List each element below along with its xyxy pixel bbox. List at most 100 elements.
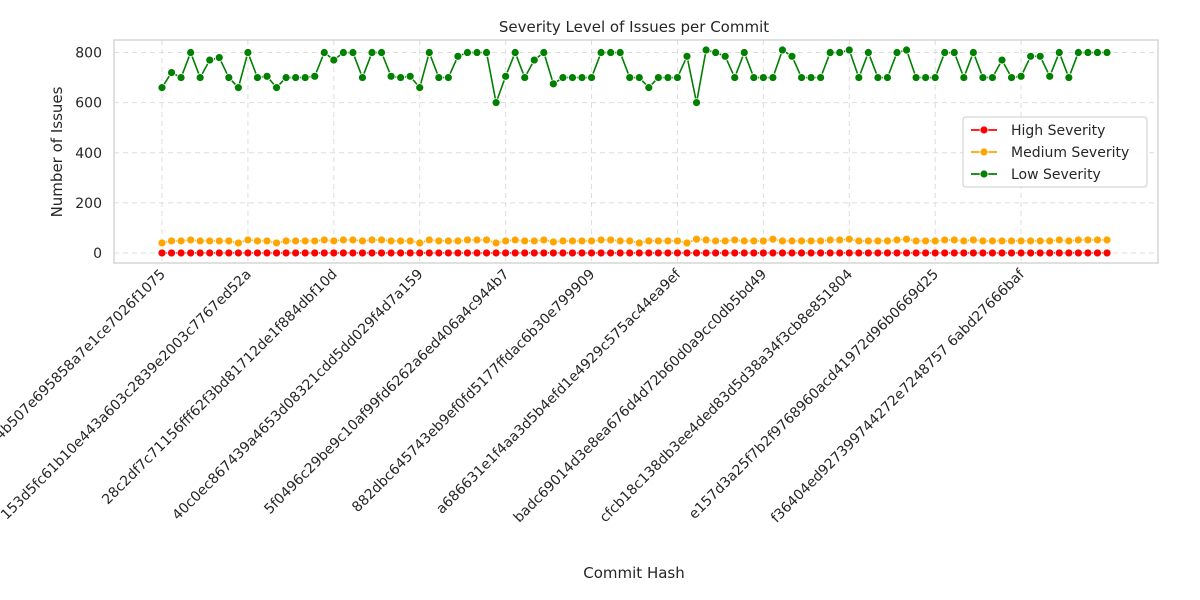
data-point <box>1045 71 1055 81</box>
data-point <box>873 236 883 246</box>
data-point <box>482 235 491 245</box>
legend-item: Medium Severity <box>971 145 1129 161</box>
data-point <box>730 248 740 258</box>
data-point <box>510 48 520 57</box>
x-axis-ticks: 04652dc2ac6024b507e695858a7e1ce7026f1075… <box>0 266 1029 527</box>
data-point <box>377 248 386 258</box>
data-point <box>644 83 654 93</box>
data-point <box>625 73 635 82</box>
data-point <box>596 248 606 258</box>
data-point <box>329 236 339 246</box>
data-point <box>482 248 491 258</box>
data-point <box>797 236 806 246</box>
data-point <box>501 236 511 246</box>
data-point <box>186 48 196 57</box>
data-point <box>663 73 673 82</box>
data-point <box>606 248 616 258</box>
data-point <box>1026 236 1036 246</box>
data-point <box>854 73 864 82</box>
legend-swatch-marker <box>979 147 989 157</box>
data-point <box>491 248 501 258</box>
data-point <box>396 248 406 258</box>
data-point <box>434 73 444 82</box>
data-point <box>682 51 692 61</box>
data-point <box>367 48 377 57</box>
data-point <box>587 73 596 82</box>
data-point <box>405 71 415 81</box>
data-point <box>272 248 281 258</box>
data-point <box>453 248 463 258</box>
data-point <box>739 236 749 246</box>
data-point <box>711 236 721 246</box>
data-point <box>711 48 721 57</box>
series-line <box>161 48 1107 106</box>
data-point <box>644 236 654 246</box>
data-point <box>902 234 911 244</box>
data-point <box>214 248 224 258</box>
data-point <box>873 73 883 82</box>
data-point <box>653 248 663 258</box>
legend-item: High Severity <box>971 123 1105 139</box>
data-point <box>520 73 530 82</box>
data-point <box>176 236 186 246</box>
data-point <box>844 234 854 244</box>
data-point <box>520 248 530 258</box>
data-point <box>797 73 806 82</box>
data-point <box>195 236 205 246</box>
data-point <box>988 248 997 258</box>
data-point <box>997 236 1007 246</box>
data-point <box>377 48 386 57</box>
data-point <box>176 248 186 258</box>
legend-swatch-marker <box>979 169 989 179</box>
data-point <box>739 48 749 57</box>
data-point <box>921 73 931 82</box>
data-point <box>558 236 568 246</box>
data-point <box>167 68 176 77</box>
data-point <box>415 248 425 258</box>
data-point <box>988 73 997 82</box>
data-point <box>1007 248 1016 258</box>
data-point <box>1083 235 1093 245</box>
data-point <box>443 73 453 82</box>
data-point <box>701 235 711 245</box>
data-point <box>854 236 864 246</box>
data-point <box>491 98 501 108</box>
data-point <box>558 248 568 258</box>
data-point <box>463 235 472 245</box>
data-point <box>195 248 205 258</box>
data-point <box>615 236 625 246</box>
data-point <box>539 235 549 245</box>
data-point <box>1102 48 1112 57</box>
data-point <box>596 48 606 57</box>
data-point <box>692 248 701 258</box>
data-point <box>1016 248 1026 258</box>
data-point <box>157 238 167 248</box>
data-point <box>443 236 453 246</box>
data-point <box>291 73 301 82</box>
data-point <box>930 248 940 258</box>
data-point <box>310 71 320 81</box>
data-point <box>692 98 701 108</box>
data-point <box>233 248 243 258</box>
data-point <box>949 48 959 57</box>
data-point <box>930 236 940 246</box>
data-point <box>358 248 367 258</box>
data-point <box>233 83 243 93</box>
data-point <box>1045 236 1055 246</box>
data-point <box>978 248 988 258</box>
data-point <box>625 248 635 258</box>
data-point <box>911 236 921 246</box>
data-point <box>778 248 787 258</box>
data-point <box>224 248 234 258</box>
data-point <box>348 48 358 57</box>
data-point <box>482 48 491 57</box>
data-point <box>348 248 358 258</box>
data-point <box>921 248 931 258</box>
series-lines <box>157 45 1112 258</box>
y-axis-ticks: 0 200 400 600 800 <box>75 46 102 262</box>
data-point <box>367 235 377 245</box>
data-point <box>329 55 339 65</box>
data-point <box>701 248 711 258</box>
data-point <box>940 48 950 57</box>
